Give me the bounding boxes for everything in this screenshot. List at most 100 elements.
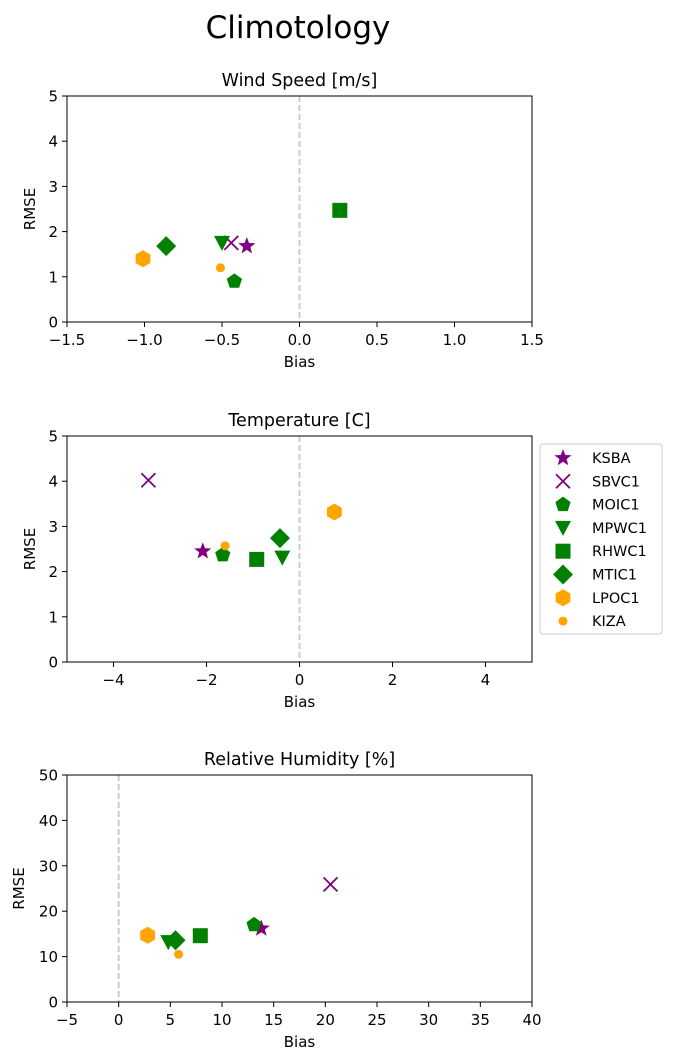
data-point-mpwc1 [274, 550, 291, 566]
axes-frame [66, 774, 533, 1003]
x-tick-label: 10 [212, 1011, 231, 1029]
x-axis-label: Bias [284, 353, 316, 371]
y-tick-label: 0 [48, 314, 58, 332]
data-point-mtic1 [156, 236, 177, 257]
legend-marker-mpwc1 [555, 520, 571, 536]
legend-entry-sbvc1: SBVC1 [555, 473, 640, 490]
data-point-moic1 [246, 916, 262, 932]
legend: KSBA SBVC1 MOIC1 MPWC1 RHWC1 MTIC1 LPOC1 KIZA [539, 443, 663, 635]
figure-title: Climotology [206, 10, 391, 46]
data-point-lpoc1 [327, 503, 342, 521]
x-tick-label: 5 [166, 1011, 176, 1029]
y-axis-label: RMSE [21, 528, 39, 570]
data-point-rhwc1 [192, 928, 208, 944]
x-tick-label: −1.5 [49, 331, 85, 349]
legend-label: SBVC1 [592, 474, 640, 490]
x-axis-label: Bias [284, 693, 316, 711]
legend-label: KSBA [592, 451, 631, 467]
y-tick-label: 1 [48, 608, 58, 626]
legend-entry-rhwc1: RHWC1 [555, 543, 647, 560]
x-tick-label: 1.0 [443, 331, 467, 349]
y-tick-label: 40 [39, 812, 58, 830]
x-tick-label: −5 [56, 1011, 78, 1029]
panel-title: Relative Humidity [%] [204, 750, 395, 770]
legend-box [539, 443, 663, 635]
data-point-lpoc1 [140, 926, 155, 944]
chart-panel-1: −1.5 −1.0 −0.5 0.0 0.5 1.0 1.5 0 1 2 3 4 5 Wind Speed… [21, 71, 544, 371]
y-tick-label: 4 [48, 133, 58, 151]
x-tick-label: 0.0 [288, 331, 312, 349]
data-point-mtic1 [269, 528, 290, 549]
y-axis-label: RMSE [21, 188, 39, 230]
y-tick-label: 20 [39, 903, 58, 921]
legend-label: MPWC1 [592, 521, 647, 537]
data-point-ksba [194, 542, 212, 559]
legend-entry-lpoc1: LPOC1 [555, 589, 640, 607]
x-tick-label: 40 [522, 1011, 541, 1029]
legend-marker-lpoc1 [555, 589, 571, 607]
y-tick-label: 10 [39, 948, 58, 966]
x-axis-label: Bias [284, 1033, 316, 1051]
y-tick-label: 50 [39, 767, 58, 785]
legend-marker-ksba [554, 449, 572, 466]
data-point-mtic1 [165, 930, 186, 951]
x-tick-label: 1.5 [520, 331, 544, 349]
y-tick-label: 2 [48, 563, 58, 581]
y-tick-label: 3 [48, 178, 58, 196]
legend-entry-kiza: KIZA [558, 614, 626, 630]
x-tick-label: 20 [316, 1011, 335, 1029]
y-tick-label: 3 [48, 518, 58, 536]
panel-title: Temperature [C] [227, 411, 370, 431]
x-tick-label: −2 [195, 671, 217, 689]
data-point-moic1 [215, 546, 231, 562]
x-tick-label: 0 [295, 671, 305, 689]
data-point-sbvc1 [322, 876, 339, 893]
panel-title: Wind Speed [m/s] [222, 71, 378, 91]
data-point-rhwc1 [249, 551, 265, 567]
x-tick-label: 2 [388, 671, 398, 689]
data-point-kiza [220, 541, 230, 551]
data-point-moic1 [226, 273, 243, 288]
y-tick-label: 1 [48, 268, 58, 286]
x-tick-label: −0.5 [204, 331, 240, 349]
legend-marker-mtic1 [553, 564, 573, 585]
x-tick-label: 35 [471, 1011, 490, 1029]
y-tick-label: 0 [48, 654, 58, 672]
panels: −1.5 −1.0 −0.5 0.0 0.5 1.0 1.5 0 1 2 3 4 5 Wind Speed… [10, 71, 544, 1051]
chart-panel-2: −4 −2 0 2 4 0 1 2 3 4 5 Temperature [C] Bias RMSE [21, 411, 533, 711]
y-tick-label: 0 [48, 994, 58, 1012]
x-tick-label: 30 [419, 1011, 438, 1029]
data-point-kiza [215, 263, 225, 273]
y-tick-label: 30 [39, 857, 58, 875]
legend-marker-sbvc1 [555, 473, 571, 489]
y-axis-label: RMSE [10, 867, 28, 909]
x-tick-label: 4 [481, 671, 491, 689]
data-point-lpoc1 [135, 250, 151, 268]
x-tick-label: 25 [367, 1011, 386, 1029]
x-tick-label: −4 [102, 671, 124, 689]
legend-marker-moic1 [555, 496, 571, 512]
y-tick-label: 2 [48, 223, 58, 241]
legend-label: KIZA [592, 614, 626, 630]
legend-label: MOIC1 [592, 498, 640, 514]
data-point-kiza [174, 949, 184, 959]
x-tick-label: 15 [264, 1011, 283, 1029]
x-tick-label: 0 [114, 1011, 124, 1029]
legend-entry-mtic1: MTIC1 [553, 564, 637, 585]
legend-label: MTIC1 [592, 568, 637, 584]
data-point-mpwc1 [214, 235, 230, 251]
legend-label: LPOC1 [592, 591, 640, 607]
legend-marker-rhwc1 [555, 543, 571, 559]
legend-label: RHWC1 [592, 544, 647, 560]
data-point-ksba [238, 237, 256, 254]
legend-marker-kiza [558, 616, 568, 626]
y-tick-label: 4 [48, 473, 58, 491]
data-point-rhwc1 [332, 202, 348, 218]
x-tick-label: 0.5 [365, 331, 389, 349]
legend-entry-moic1: MOIC1 [555, 496, 640, 514]
y-tick-label: 5 [48, 428, 58, 446]
x-tick-label: −1.0 [126, 331, 162, 349]
y-tick-label: 5 [48, 88, 58, 106]
